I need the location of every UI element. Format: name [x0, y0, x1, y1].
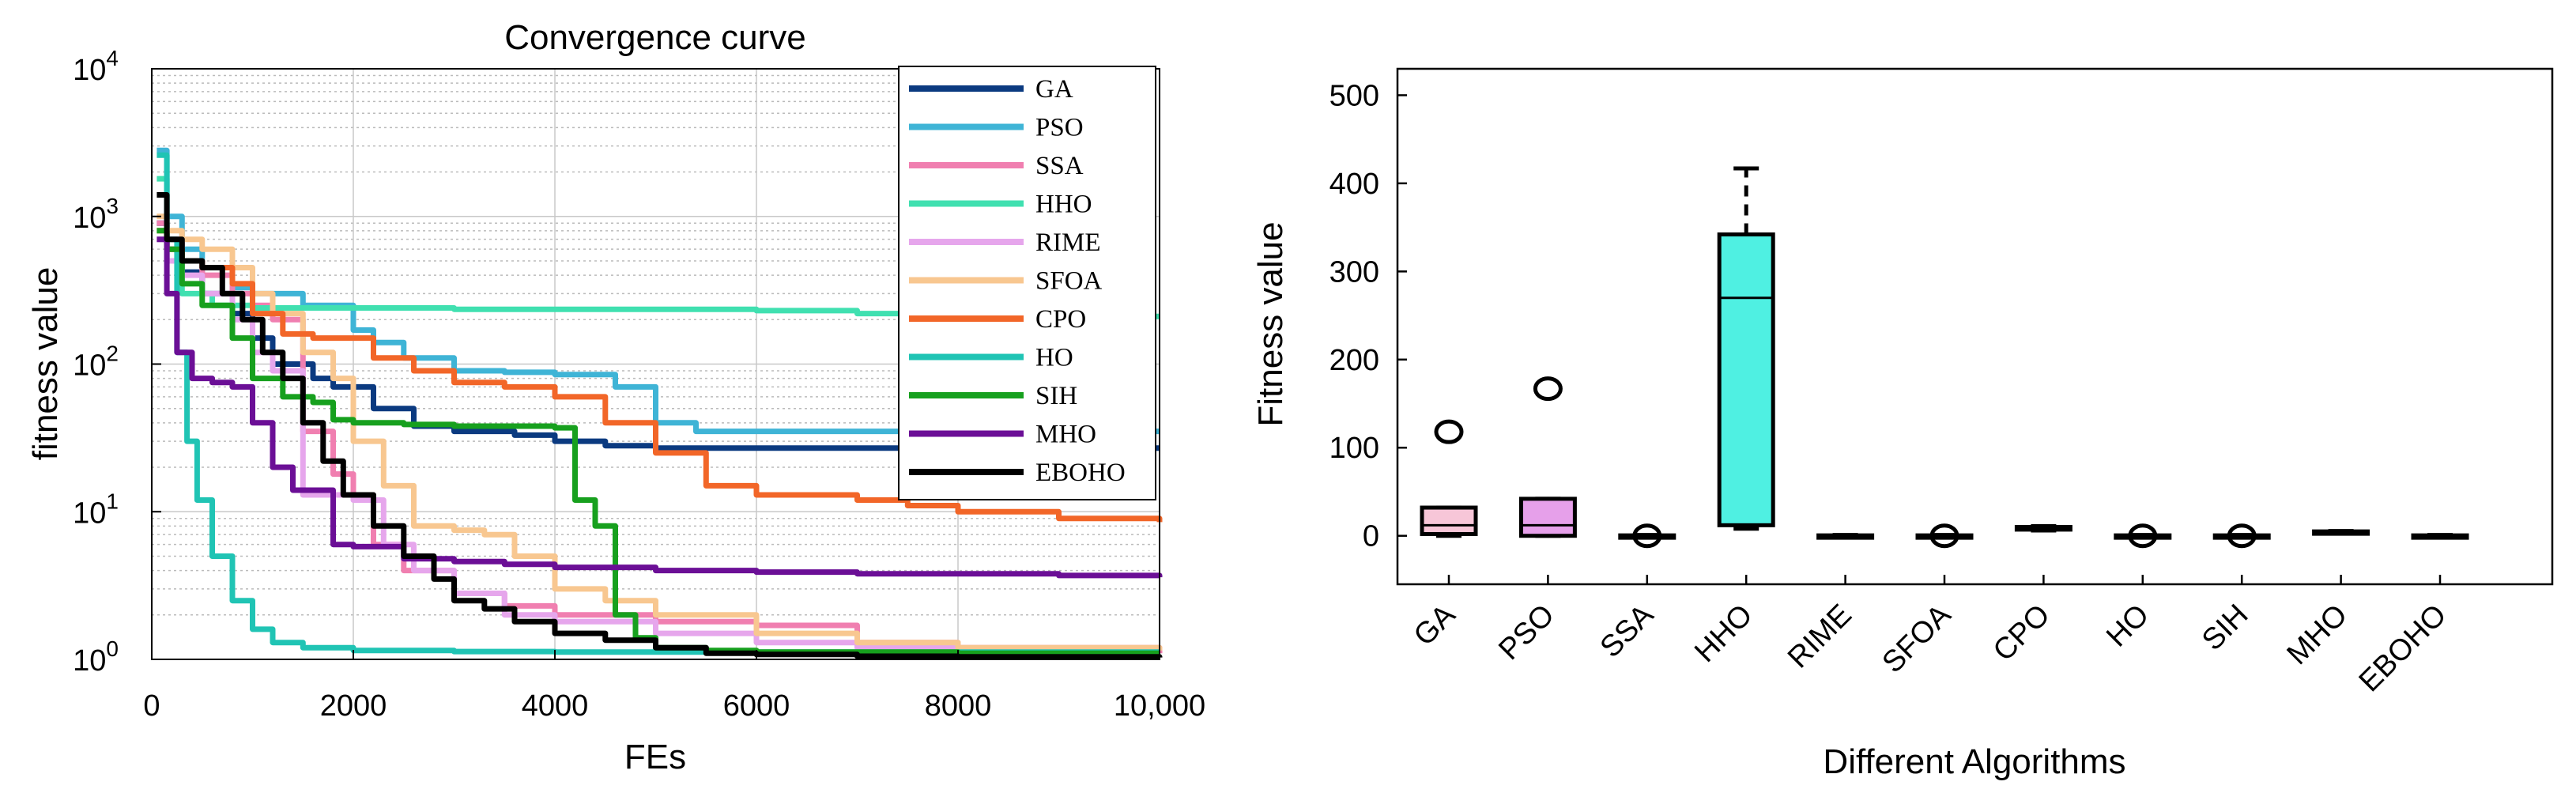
grid: [151, 68, 1160, 660]
box-ssa: [1618, 523, 1676, 549]
y-axis-label: Fitness value: [1251, 221, 1290, 426]
y-tick-label: 104: [73, 46, 119, 87]
y-tick-label: 102: [73, 342, 119, 383]
box-ga: [1420, 419, 1478, 538]
outlier-point: [1929, 523, 1959, 549]
x-tick-label-pso: PSO: [1492, 598, 1560, 666]
outlier-point: [1434, 419, 1464, 444]
x-tick-label-mho: MHO: [2281, 598, 2354, 671]
legend-label-ga: GA: [1035, 75, 1073, 104]
box-pso: [1518, 376, 1577, 538]
box-body: [1717, 232, 1775, 527]
y-tick-exponent: 1: [106, 489, 119, 513]
legend-label-rime: RIME: [1035, 228, 1101, 257]
axis-ticks: 0 100 200 300 400 500 GA PSO SSA HHO RIME SFOA CPO HO…: [1329, 79, 2453, 698]
y-tick-label: 300: [1329, 255, 1379, 289]
legend-label-ho: HO: [1035, 344, 1073, 372]
chart-title: Convergence curve: [504, 18, 806, 57]
box-sfoa: [1915, 523, 1974, 549]
legend-label-pso: PSO: [1035, 114, 1084, 142]
legend-label-sih: SIH: [1035, 382, 1077, 410]
series-line-eboho: [157, 192, 1163, 660]
x-tick-label: 0: [143, 689, 160, 723]
legend-label-eboho: EBOHO: [1035, 459, 1126, 487]
x-tick-label-hho: HHO: [1688, 598, 1759, 669]
series-line-sfoa: [157, 213, 1163, 651]
x-tick-label: 8000: [925, 689, 992, 723]
boxes: [1420, 166, 2469, 549]
box-body: [1518, 497, 1577, 538]
y-tick-label: 101: [73, 489, 119, 530]
series-line-mho: [157, 236, 1163, 579]
x-tick-label-sfoa: SFOA: [1876, 598, 1958, 679]
box-cpo: [2014, 523, 2072, 533]
y-tick-label: 500: [1329, 79, 1379, 112]
x-axis-label: FEs: [624, 738, 686, 776]
y-tick-label: 100: [1329, 432, 1379, 465]
y-tick-base: 10: [73, 497, 106, 530]
y-tick-exponent: 2: [106, 342, 119, 366]
x-tick-label-ssa: SSA: [1594, 598, 1661, 664]
box-mho: [2312, 529, 2370, 536]
x-tick-label-ho: HO: [2100, 598, 2155, 654]
x-tick-label: 2000: [320, 689, 387, 723]
outlier-point: [1533, 376, 1563, 402]
x-tick-label: 4000: [522, 689, 589, 723]
y-tick-base: 10: [73, 202, 106, 235]
plot-frame: [1396, 67, 2554, 586]
y-tick-label: 0: [1363, 520, 1379, 553]
box-ho: [2114, 523, 2172, 549]
x-tick-label: 6000: [723, 689, 790, 723]
x-tick-label-eboho: EBOHO: [2353, 598, 2453, 699]
box-eboho: [2411, 533, 2469, 540]
y-tick-base: 10: [73, 349, 106, 383]
boxplot-chart: 0 100 200 300 400 500 GA PSO SSA HHO RIME SFOA CPO HO…: [1251, 67, 2554, 781]
y-axis-label: fitness value: [26, 267, 65, 461]
y-tick-exponent: 3: [106, 194, 119, 218]
legend-label-sfoa: SFOA: [1035, 267, 1103, 296]
y-tick-label: 103: [73, 194, 119, 235]
box-sih: [2212, 523, 2271, 549]
outlier-point: [2227, 523, 2257, 549]
legend-label-hho: HHO: [1035, 191, 1092, 219]
legend-label-mho: MHO: [1035, 421, 1096, 449]
outlier-point: [2128, 523, 2158, 549]
y-tick-exponent: 0: [106, 636, 119, 661]
box-rime: [1816, 533, 1875, 540]
y-tick-label: 100: [73, 636, 119, 678]
x-tick-label-cpo: CPO: [1987, 598, 2057, 668]
legend-label-cpo: CPO: [1035, 305, 1086, 334]
x-tick-label-sih: SIH: [2196, 598, 2255, 658]
outlier-point: [1632, 523, 1662, 549]
box-hho: [1717, 166, 1775, 531]
y-tick-label: 200: [1329, 344, 1379, 377]
y-tick-base: 10: [73, 54, 106, 87]
y-tick-base: 10: [73, 644, 106, 678]
legend: GA PSO SSA HHO RIME SFOA CPO HO SIH MHO EBOHO: [898, 66, 1156, 500]
x-tick-label-rime: RIME: [1782, 598, 1858, 675]
series-line-cpo: [157, 228, 1163, 523]
x-axis-label: Different Algorithms: [1823, 742, 2125, 781]
x-tick-label: 10,000: [1114, 689, 1205, 723]
series-lines: [157, 147, 1163, 660]
box-body: [1420, 505, 1478, 536]
y-tick-label: 400: [1329, 168, 1379, 201]
x-tick-label-ga: GA: [1408, 598, 1462, 652]
y-tick-exponent: 4: [106, 46, 119, 70]
legend-label-ssa: SSA: [1035, 152, 1084, 180]
